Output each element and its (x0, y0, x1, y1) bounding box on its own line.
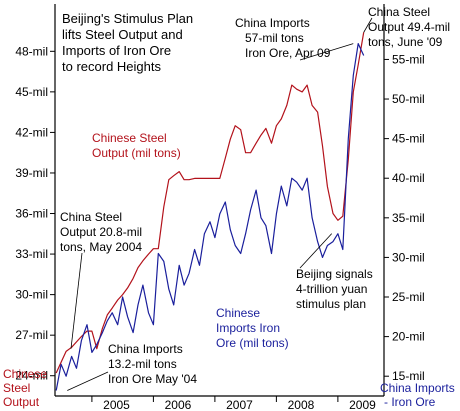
annotation-line: China Steel (368, 5, 430, 19)
right-tick-label: 50-mil (392, 92, 425, 106)
chart-title-line: to record Heights (62, 59, 161, 74)
left-tick-label: 39-mil (15, 166, 48, 180)
annotation-line: Iron Ore, Apr 09 (245, 46, 331, 60)
left-axis-ticks: 24-mil 27-mil 30-mil 33-mil 36-mil 39-mil 42-m… (15, 44, 55, 383)
annotation-line: China Imports (235, 16, 310, 30)
right-axis-label-line: China Imports (380, 381, 455, 395)
right-axis-label: China Imports - Iron Ore (380, 381, 458, 409)
annotation-iron-may-2004: China Imports 13.2-mil tons Iron Ore May… (108, 342, 197, 386)
right-tick-label: 20-mil (392, 330, 425, 344)
series-label-line: Ore (mil tons) (216, 336, 289, 350)
annotation-leader (363, 17, 373, 33)
right-axis-label-line: - Iron Ore (384, 395, 436, 409)
series-label-iron: Chinese Imports Iron Ore (mil tons) (216, 306, 289, 350)
series-label-line: Output (mil tons) (92, 146, 181, 160)
series-line-steel (55, 32, 365, 374)
annotation-line: Output 49.4-mil (368, 20, 450, 34)
left-tick-label: 27-mil (15, 328, 48, 342)
left-tick-label: 36-mil (15, 207, 48, 221)
x-tick-label: 2008 (288, 398, 315, 411)
annotation-steel-may-2004: China Steel Output 20.8-mil tons, May 20… (60, 210, 145, 254)
x-tick-label: 2006 (165, 398, 192, 411)
annotation-leader (299, 43, 354, 61)
annotation-stimulus-plan: Beijing signals 4-trillion yuan stimulus… (296, 267, 376, 311)
right-tick-label: 25-mil (392, 290, 425, 304)
chart-title: Beijing's Stimulus Plan lifts Steel Outp… (62, 11, 197, 74)
right-tick-label: 35-mil (392, 211, 425, 225)
left-axis-label-line: Chinese (3, 367, 47, 381)
annotation-leader (67, 371, 109, 391)
annotation-steel-jun-2009: China Steel Output 49.4-mil tons, June '… (368, 5, 453, 49)
left-axis-label-line: Output (3, 395, 40, 409)
annotation-line: 13.2-mil tons (108, 357, 177, 371)
right-tick-label: 15-mil (392, 369, 425, 383)
annotation-line: tons, May 2004 (60, 240, 142, 254)
left-tick-label: 24-mil (15, 369, 48, 383)
x-tick-label: 2007 (226, 398, 253, 411)
left-axis-label-line: Steel (3, 381, 30, 395)
right-tick-label: 40-mil (392, 171, 425, 185)
series-label-line: Chinese Steel (92, 131, 167, 145)
right-tick-label: 45-mil (392, 132, 425, 146)
left-tick-label: 42-mil (15, 125, 48, 139)
right-tick-label: 55-mil (392, 52, 425, 66)
annotation-line: China Steel (60, 210, 122, 224)
annotation-leaders (67, 17, 373, 391)
series-label-line: Imports Iron (216, 321, 280, 335)
chart-title-line: lifts Steel Output and (62, 27, 183, 42)
left-tick-label: 48-mil (15, 44, 48, 58)
annotation-leader (70, 252, 83, 349)
annotation-line: China Imports (108, 342, 183, 356)
right-axis-ticks: 15-mil 20-mil 25-mil 30-mil 35-mil 40-mil 45-m… (384, 52, 425, 383)
chart-title-line: Beijing's Stimulus Plan (62, 11, 193, 26)
left-tick-label: 33-mil (15, 247, 48, 261)
annotation-line: 57-mil tons (245, 31, 304, 45)
x-tick-label: 2009 (349, 398, 376, 411)
x-tick-label: 2005 (103, 398, 130, 411)
left-tick-label: 45-mil (15, 85, 48, 99)
chart-title-line: Imports of Iron Ore (62, 43, 171, 58)
left-axis-label: Chinese Steel Output (3, 367, 50, 409)
series-label-line: Chinese (216, 306, 260, 320)
annotation-line: stimulus plan (296, 297, 366, 311)
annotation-line: tons, June '09 (368, 35, 443, 49)
annotation-line: Iron Ore May '04 (108, 372, 197, 386)
annotation-line: Beijing signals (296, 267, 373, 281)
x-axis-ticks: 2005 2006 2007 2008 2009 (91, 396, 376, 411)
annotation-leader (299, 233, 333, 269)
annotation-iron-apr-2009: China Imports 57-mil tons Iron Ore, Apr … (235, 16, 331, 60)
annotation-line: 4-trillion yuan (296, 282, 367, 296)
right-tick-label: 30-mil (392, 250, 425, 264)
series-line-iron (55, 42, 365, 391)
annotation-line: Output 20.8-mil (60, 225, 142, 239)
series-label-steel: Chinese Steel Output (mil tons) (92, 131, 181, 160)
left-tick-label: 30-mil (15, 288, 48, 302)
